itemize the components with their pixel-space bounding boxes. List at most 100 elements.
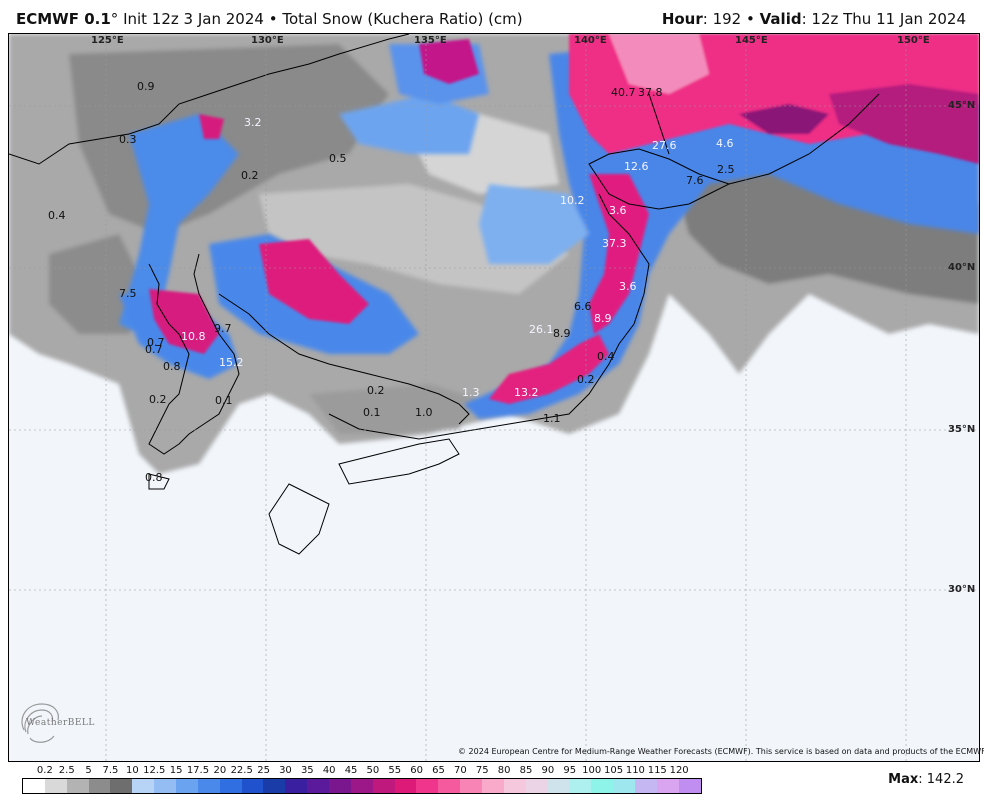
snow-value: 9.7 <box>214 322 232 335</box>
legend-tick-label: 10 <box>125 765 139 776</box>
legend-swatch <box>678 779 701 793</box>
snow-value: 0.5 <box>329 152 347 165</box>
legend-swatch <box>110 779 133 793</box>
lon-label-145: 145°E <box>735 35 768 46</box>
snow-value: 2.5 <box>717 163 735 176</box>
snow-value: 0.9 <box>137 80 155 93</box>
legend-swatch <box>285 779 308 793</box>
legend-tick-label: 50 <box>366 765 380 776</box>
snow-value: 4.6 <box>716 137 734 150</box>
max-label-text: Max <box>888 772 919 787</box>
legend-tick-label: 17.5 <box>186 765 210 776</box>
valid-label: Valid <box>759 10 802 28</box>
legend-swatch <box>44 779 67 793</box>
legend-tick-label: 85 <box>519 765 533 776</box>
copyright-notice: © 2024 European Centre for Medium-Range … <box>458 747 984 756</box>
legend-tick-label: 90 <box>541 765 555 776</box>
snow-map: 125°E 130°E 135°E 140°E 145°E 150°E 45°N… <box>8 33 980 762</box>
lon-label-125: 125°E <box>91 35 124 46</box>
legend-swatch <box>613 779 636 793</box>
max-value: Max: 142.2 <box>888 772 964 787</box>
legend-swatch <box>635 779 657 793</box>
snow-value: 37.3 <box>602 237 627 250</box>
snow-value: 6.6 <box>574 300 592 313</box>
hour-label: Hour <box>661 10 703 28</box>
snow-value: 0.7 <box>147 336 165 349</box>
legend-tick-label: 105 <box>603 765 624 776</box>
bullet-separator: • <box>268 10 278 28</box>
hour-value: : 192 <box>702 10 742 28</box>
legend-swatch <box>503 779 526 793</box>
legend-tick-label: 0.2 <box>36 765 53 776</box>
logo-text: WeatherBELL <box>26 718 95 728</box>
valid-value: : 12z Thu 11 Jan 2024 <box>801 10 966 28</box>
legend-swatch <box>132 779 155 793</box>
snow-value: 0.2 <box>149 393 167 406</box>
color-legend <box>22 778 702 794</box>
legend-swatch <box>482 779 504 793</box>
legend-swatch <box>219 779 242 793</box>
snow-value: 40.7 <box>611 86 636 99</box>
max-value-text: : 142.2 <box>918 772 964 787</box>
map-canvas <box>9 34 979 761</box>
snow-value: 3.6 <box>609 204 627 217</box>
valid-time-info: Hour: 192 • Valid: 12z Thu 11 Jan 2024 <box>662 10 966 28</box>
legend-swatch <box>88 779 111 793</box>
lat-label-45: 45°N <box>948 100 976 111</box>
snow-value: 0.2 <box>577 373 595 386</box>
legend-swatch <box>307 779 330 793</box>
model-name: ECMWF 0.1 <box>16 10 111 28</box>
snow-value: 1.1 <box>543 412 561 425</box>
legend-tick-label: 7.5 <box>102 765 119 776</box>
legend-swatch <box>525 779 548 793</box>
lon-label-140: 140°E <box>574 35 607 46</box>
legend-swatch <box>547 779 570 793</box>
snow-value: 0.2 <box>367 384 385 397</box>
snow-value: 0.1 <box>215 394 233 407</box>
snow-value: 37.8 <box>638 86 663 99</box>
legend-tick-label: 110 <box>625 765 645 776</box>
lat-label-30: 30°N <box>948 584 976 595</box>
snow-value: 0.2 <box>241 169 259 182</box>
init-time: Init 12z 3 Jan 2024 <box>123 10 264 28</box>
legend-swatch <box>438 779 461 793</box>
legend-tick-label: 5 <box>85 765 92 776</box>
legend-tick-label: 15 <box>169 765 183 776</box>
lat-label-35: 35°N <box>948 424 976 435</box>
degree-symbol: ° <box>110 10 119 28</box>
legend-swatch <box>263 779 286 793</box>
legend-swatch <box>350 779 373 793</box>
snow-value: 0.8 <box>145 471 163 484</box>
snow-value: 13.2 <box>514 386 539 399</box>
legend-tick-label: 22.5 <box>230 765 253 776</box>
snow-value: 7.5 <box>119 287 137 300</box>
legend-swatch <box>329 779 351 793</box>
legend-swatch <box>569 779 592 793</box>
snow-value: 3.6 <box>619 280 637 293</box>
snow-value: 0.3 <box>119 133 137 146</box>
legend-swatch <box>460 779 483 793</box>
snow-value: 0.4 <box>597 350 615 363</box>
lon-label-135: 135°E <box>414 35 447 46</box>
lon-label-130: 130°E <box>251 35 284 46</box>
legend-swatch <box>656 779 679 793</box>
snow-value: 15.2 <box>219 356 244 369</box>
legend-tick-label: 35 <box>300 765 314 776</box>
legend-swatch <box>394 779 417 793</box>
snow-value: 7.6 <box>686 174 704 187</box>
coastlines <box>9 34 880 555</box>
legend-tick-label: 95 <box>563 765 577 776</box>
legend-tick-label: 30 <box>279 765 292 776</box>
legend-tick-label: 20 <box>213 765 227 776</box>
legend-tick-label: 70 <box>454 765 467 776</box>
snow-value: 3.2 <box>244 116 262 129</box>
weatherbell-logo <box>21 703 59 743</box>
legend-swatch <box>66 779 89 793</box>
legend-swatch <box>372 779 395 793</box>
legend-tick-label: 80 <box>497 765 511 776</box>
legend-swatch <box>154 779 177 793</box>
snow-value: 27.6 <box>652 139 677 152</box>
legend-swatch <box>176 779 198 793</box>
lat-label-40: 40°N <box>948 262 976 273</box>
legend-tick-label: 2.5 <box>58 765 75 776</box>
